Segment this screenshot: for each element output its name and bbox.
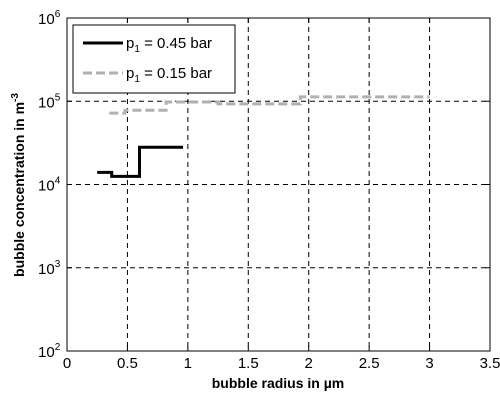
y-axis-label: bubble concentration in m-3 <box>10 93 27 277</box>
y-tick-label: 102 <box>38 342 61 361</box>
y-tick-exponent: 5 <box>55 92 61 103</box>
y-tick-base: 10 <box>38 11 55 28</box>
legend-box <box>72 24 236 94</box>
legend-label-main: p <box>126 65 134 82</box>
series-layer <box>97 95 430 178</box>
legend-label-1: p1 = 0.45 bar <box>126 35 212 55</box>
series-line-1 <box>97 145 184 178</box>
legend-label-2: p1 = 0.15 bar <box>126 65 212 85</box>
x-tick-label: 2.5 <box>359 355 380 372</box>
x-tick-label: 3 <box>425 355 433 372</box>
y-tick-base: 10 <box>38 94 55 111</box>
y-axis-label-text: bubble concentration in m <box>11 102 27 277</box>
legend-label-sub: 1 <box>134 74 140 85</box>
y-tick-base: 10 <box>38 178 55 195</box>
y-tick-base: 10 <box>38 344 55 361</box>
y-tick-label: 103 <box>38 259 61 278</box>
series-line-2 <box>109 95 430 115</box>
legend-label-rest: = 0.15 bar <box>140 65 212 82</box>
y-tick-exponent: 6 <box>55 9 61 20</box>
y-tick-exponent: 2 <box>55 342 61 353</box>
x-tick-label: 2 <box>305 355 313 372</box>
x-axis-label: bubble radius in µm <box>212 375 345 391</box>
x-tick-label: 1.5 <box>238 355 259 372</box>
x-tick-label: 1 <box>184 355 192 372</box>
y-axis-label-exponent: -3 <box>10 93 21 102</box>
y-tick-label: 104 <box>38 176 61 195</box>
x-tick-label: 0.5 <box>117 355 138 372</box>
y-tick-base: 10 <box>38 261 55 278</box>
y-tick-exponent: 3 <box>55 259 61 270</box>
y-tick-exponent: 4 <box>55 176 61 187</box>
y-tick-label: 105 <box>38 92 61 111</box>
x-tick-label: 3.5 <box>480 355 500 372</box>
legend-label-main: p <box>126 35 134 52</box>
x-tick-label: 0 <box>63 355 71 372</box>
legend-label-rest: = 0.45 bar <box>140 35 212 52</box>
y-tick-label: 106 <box>38 9 61 28</box>
ticks <box>66 17 491 352</box>
legend-label-sub: 1 <box>134 44 140 55</box>
